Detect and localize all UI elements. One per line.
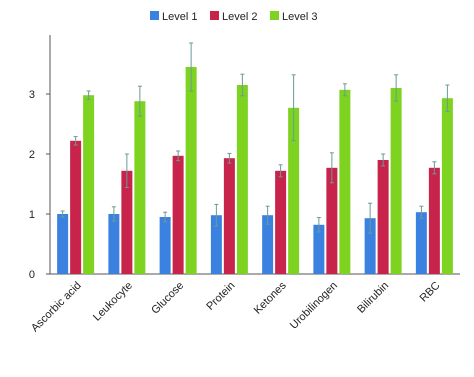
bar-level-1-bilirubin bbox=[364, 218, 376, 274]
bar-level-2-urobilinogen bbox=[326, 167, 338, 274]
bar-level-2-leukocyte bbox=[121, 170, 133, 274]
bar-level-1-leukocyte bbox=[108, 214, 120, 274]
bar-level-2-protein bbox=[223, 158, 235, 274]
legend-label-level-3: Level 3 bbox=[282, 11, 317, 23]
bar-level-1-urobilinogen bbox=[313, 224, 325, 274]
bar-level-2-ascorbic-acid bbox=[70, 140, 82, 274]
bar-level-2-bilirubin bbox=[377, 160, 389, 274]
bar-level-2-rbc bbox=[428, 167, 440, 274]
legend-swatch-level-3 bbox=[270, 11, 279, 20]
x-tick-label-protein: Protein bbox=[204, 280, 237, 313]
y-tick-label: 3 bbox=[29, 89, 35, 101]
y-tick-label: 2 bbox=[29, 149, 35, 161]
x-tick-label-rbc: RBC bbox=[418, 280, 443, 305]
bar-level-2-ketones bbox=[275, 170, 287, 274]
bar-level-1-protein bbox=[210, 215, 222, 274]
bar-level-2-glucose bbox=[172, 155, 184, 274]
bar-level-3-rbc bbox=[441, 98, 453, 274]
legend-label-level-1: Level 1 bbox=[162, 11, 197, 23]
x-tick-label-urobilinogen: Urobilinogen bbox=[288, 280, 340, 332]
y-tick-label: 0 bbox=[29, 269, 35, 281]
bar-level-1-ascorbic-acid bbox=[57, 214, 69, 274]
x-tick-label-ascorbic-acid: Ascorbic acid bbox=[29, 280, 84, 335]
bar-level-3-glucose bbox=[185, 67, 197, 274]
x-tick-label-leukocyte: Leukocyte bbox=[91, 280, 135, 324]
legend-swatch-level-2 bbox=[210, 11, 219, 20]
bar-level-1-ketones bbox=[262, 215, 274, 274]
x-tick-label-bilirubin: Bilirubin bbox=[355, 280, 391, 316]
bar-level-3-urobilinogen bbox=[339, 89, 351, 274]
bar-level-3-protein bbox=[236, 85, 248, 274]
legend: Level 1 Level 2 Level 3 bbox=[150, 11, 317, 23]
bar-level-3-ascorbic-acid bbox=[83, 95, 95, 274]
bar-level-1-glucose bbox=[159, 217, 171, 274]
bars bbox=[57, 42, 453, 274]
x-tick-labels: Ascorbic acid Leukocyte Glucose Protein Keto… bbox=[29, 279, 443, 334]
bar-level-1-rbc bbox=[415, 212, 427, 274]
y-tick-label: 1 bbox=[29, 209, 35, 221]
x-tick-label-glucose: Glucose bbox=[149, 280, 186, 317]
legend-label-level-2: Level 2 bbox=[222, 11, 257, 23]
legend-swatch-level-1 bbox=[150, 11, 159, 20]
bar-level-3-bilirubin bbox=[390, 88, 402, 274]
bar-level-3-ketones bbox=[288, 107, 300, 274]
bar-level-3-leukocyte bbox=[134, 101, 146, 274]
x-tick-label-ketones: Ketones bbox=[252, 279, 289, 316]
